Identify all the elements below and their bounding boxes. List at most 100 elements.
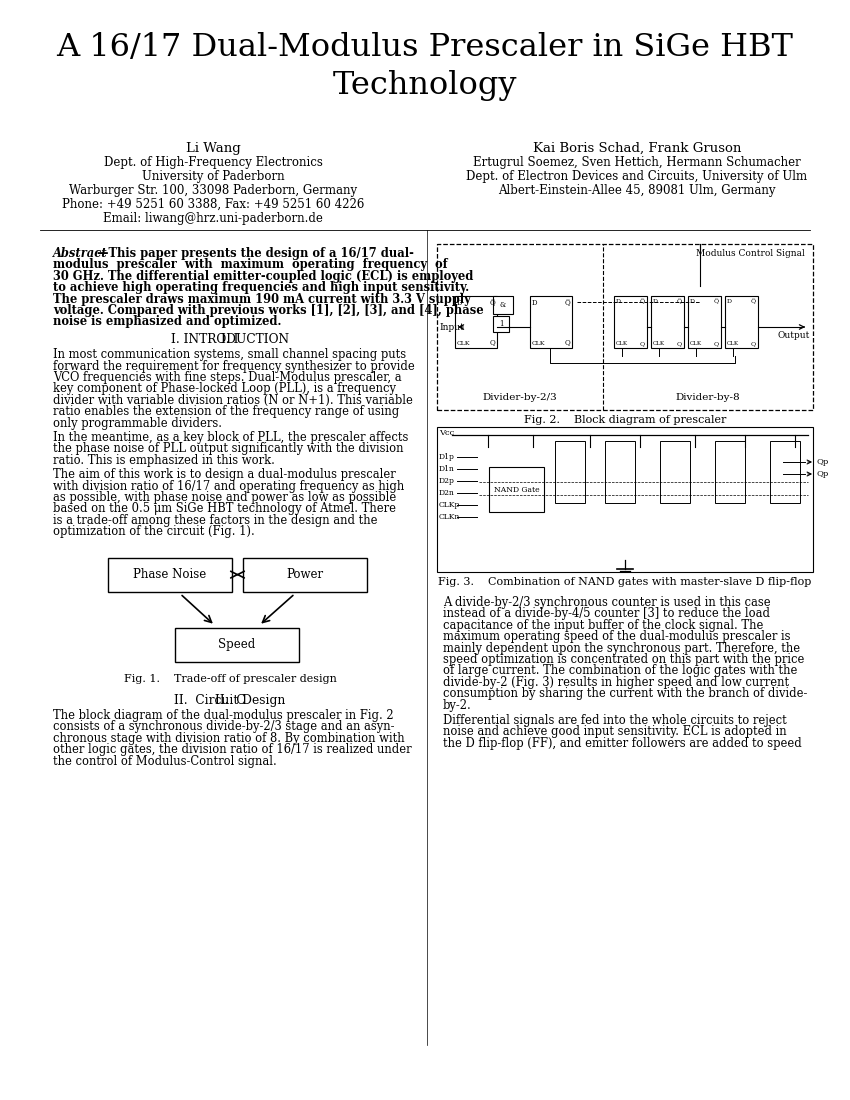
Text: Li Wang: Li Wang [185, 142, 241, 155]
Text: D: D [457, 299, 462, 307]
Text: I. I: I. I [221, 333, 239, 345]
Text: other logic gates, the division ratio of 16/17 is realized under: other logic gates, the division ratio of… [53, 744, 411, 756]
Text: —This paper presents the design of a 16/17 dual-: —This paper presents the design of a 16/… [97, 248, 414, 260]
Text: the phase noise of PLL output significantly with the division: the phase noise of PLL output significan… [53, 442, 404, 455]
Bar [651, 296, 684, 348]
Text: Q̅: Q̅ [677, 299, 682, 305]
Text: Q: Q [714, 341, 719, 346]
Bar [493, 316, 509, 332]
Bar [605, 441, 635, 503]
Text: In most communication systems, small channel spacing puts: In most communication systems, small cha… [53, 349, 406, 361]
Bar [530, 296, 572, 348]
Bar [688, 296, 721, 348]
Bar [175, 628, 299, 661]
Text: D: D [653, 299, 658, 304]
Text: D: D [690, 299, 695, 304]
Text: Q̅: Q̅ [751, 299, 756, 305]
Bar [614, 296, 647, 348]
Bar [660, 441, 690, 503]
Text: II.  C: II. C [215, 694, 246, 706]
Text: Albert-Einstein-Allee 45, 89081 Ulm, Germany: Albert-Einstein-Allee 45, 89081 Ulm, Ger… [498, 184, 776, 197]
Text: CLK: CLK [690, 341, 702, 346]
Text: 30 GHz. The differential emitter-coupled logic (ECL) is employed: 30 GHz. The differential emitter-coupled… [53, 270, 473, 283]
Text: CLKp: CLKp [439, 500, 461, 509]
Text: A divide-by-2/3 synchronous counter is used in this case: A divide-by-2/3 synchronous counter is u… [443, 596, 771, 609]
Text: CLK: CLK [653, 341, 665, 346]
Text: Phone: +49 5251 60 3388, Fax: +49 5251 60 4226: Phone: +49 5251 60 3388, Fax: +49 5251 6… [62, 198, 364, 211]
Text: Q: Q [564, 338, 570, 346]
Text: Fig. 2.    Block diagram of prescaler: Fig. 2. Block diagram of prescaler [524, 415, 726, 425]
Text: D1p: D1p [439, 453, 455, 461]
Text: University of Paderborn: University of Paderborn [142, 170, 284, 183]
Text: Dept. of Electron Devices and Circuits, University of Ulm: Dept. of Electron Devices and Circuits, … [467, 170, 808, 183]
Text: Kai Boris Schad, Frank Gruson: Kai Boris Schad, Frank Gruson [533, 142, 741, 155]
Text: Qp: Qp [817, 458, 830, 466]
Text: Modulus Control Signal: Modulus Control Signal [696, 249, 805, 258]
Text: CLK: CLK [616, 341, 628, 346]
Text: Ertugrul Soemez, Sven Hettich, Hermann Schumacher: Ertugrul Soemez, Sven Hettich, Hermann S… [473, 156, 801, 169]
Bar [555, 441, 585, 503]
Bar [437, 244, 813, 410]
Bar [437, 427, 813, 572]
Bar [108, 558, 232, 592]
Bar [493, 296, 513, 314]
Text: Phase Noise: Phase Noise [133, 568, 207, 581]
Text: as possible, with phase noise and power as low as possible: as possible, with phase noise and power … [53, 491, 396, 504]
Text: CLK: CLK [532, 341, 546, 346]
Text: VCO frequencies with fine steps. Dual-Modulus prescaler, a: VCO frequencies with fine steps. Dual-Mo… [53, 371, 401, 384]
Text: voltage. Compared with previous works [1], [2], [3], and [4], phase: voltage. Compared with previous works [1… [53, 304, 484, 317]
Text: key component of Phase-locked Loop (PLL), is a frequency: key component of Phase-locked Loop (PLL)… [53, 383, 396, 395]
Text: D2p: D2p [439, 477, 455, 485]
Text: CLKn: CLKn [439, 513, 461, 521]
Text: Q̅: Q̅ [490, 299, 495, 307]
Text: Q: Q [490, 338, 495, 346]
Text: Fig. 3.    Combination of NAND gates with master-slave D flip-flop: Fig. 3. Combination of NAND gates with m… [439, 578, 812, 587]
Text: Q̅: Q̅ [714, 299, 719, 305]
Text: to achieve high operating frequencies and high input sensitivity.: to achieve high operating frequencies an… [53, 282, 469, 294]
Text: In the meantime, as a key block of PLL, the prescaler affects: In the meantime, as a key block of PLL, … [53, 431, 408, 444]
Text: Warburger Str. 100, 33098 Paderborn, Germany: Warburger Str. 100, 33098 Paderborn, Ger… [69, 184, 357, 197]
Text: NAND Gate: NAND Gate [494, 485, 539, 494]
Text: II.  Circuit Design: II. Circuit Design [174, 694, 286, 706]
Text: The prescaler draws maximum 190 mA current with 3.3 V supply: The prescaler draws maximum 190 mA curre… [53, 293, 471, 306]
Text: consists of a synchronous divide-by-2/3 stage and an asyn-: consists of a synchronous divide-by-2/3 … [53, 720, 394, 734]
Text: with division ratio of 16/17 and operating frequency as high: with division ratio of 16/17 and operati… [53, 480, 405, 493]
Text: of large current. The combination of the logic gates with the: of large current. The combination of the… [443, 664, 797, 678]
Bar [455, 296, 497, 348]
Text: divide-by-2 (Fig. 3) results in higher speed and low current: divide-by-2 (Fig. 3) results in higher s… [443, 675, 789, 689]
Text: maximum operating speed of the dual-modulus prescaler is: maximum operating speed of the dual-modu… [443, 630, 790, 644]
Text: Input: Input [439, 322, 464, 331]
Text: D1n: D1n [439, 465, 455, 473]
Text: Q: Q [751, 341, 756, 346]
Text: Speed: Speed [218, 638, 256, 651]
Text: Q̅: Q̅ [640, 299, 645, 305]
Text: instead of a divide-by-4/5 counter [3] to reduce the load: instead of a divide-by-4/5 counter [3] t… [443, 607, 770, 620]
Text: consumption by sharing the current with the branch of divide-: consumption by sharing the current with … [443, 688, 808, 701]
Text: Fig. 1.    Trade-off of prescaler design: Fig. 1. Trade-off of prescaler design [123, 673, 337, 683]
Text: I. INTRODUCTION: I. INTRODUCTION [171, 333, 289, 345]
Text: D2n: D2n [439, 490, 455, 497]
Text: the D flip-flop (FF), and emitter followers are added to speed: the D flip-flop (FF), and emitter follow… [443, 737, 802, 750]
Text: D: D [727, 299, 732, 304]
Text: Technology: Technology [332, 70, 518, 101]
Text: Qp: Qp [817, 470, 830, 478]
Text: ratio. This is emphasized in this work.: ratio. This is emphasized in this work. [53, 454, 275, 466]
Text: capacitance of the input buffer of the clock signal. The: capacitance of the input buffer of the c… [443, 619, 763, 631]
Text: noise is emphasized and optimized.: noise is emphasized and optimized. [53, 316, 281, 329]
Text: is a trade-off among these factors in the design and the: is a trade-off among these factors in th… [53, 514, 377, 527]
Text: divider with variable division ratios (N or N+1). This variable: divider with variable division ratios (N… [53, 394, 413, 407]
Text: forward the requirement for frequency synthesizer to provide: forward the requirement for frequency sy… [53, 360, 415, 373]
Text: Email: liwang@hrz.uni-paderborn.de: Email: liwang@hrz.uni-paderborn.de [103, 212, 323, 226]
Text: Vcc: Vcc [439, 429, 454, 437]
Text: &: & [500, 301, 506, 309]
Text: 1: 1 [499, 320, 503, 328]
Text: Q̅: Q̅ [564, 299, 570, 307]
Text: Divider-by-8: Divider-by-8 [676, 393, 740, 402]
Text: based on the 0.5 μm SiGe HBT technology of Atmel. There: based on the 0.5 μm SiGe HBT technology … [53, 503, 396, 516]
Text: by-2.: by-2. [443, 698, 472, 712]
Bar [770, 441, 800, 503]
Text: chronous stage with division ratio of 8. By combination with: chronous stage with division ratio of 8.… [53, 732, 405, 745]
Text: CLK: CLK [457, 341, 471, 346]
Text: The block diagram of the dual-modulus prescaler in Fig. 2: The block diagram of the dual-modulus pr… [53, 710, 394, 722]
Text: Differential signals are fed into the whole circuits to reject: Differential signals are fed into the wh… [443, 714, 787, 727]
